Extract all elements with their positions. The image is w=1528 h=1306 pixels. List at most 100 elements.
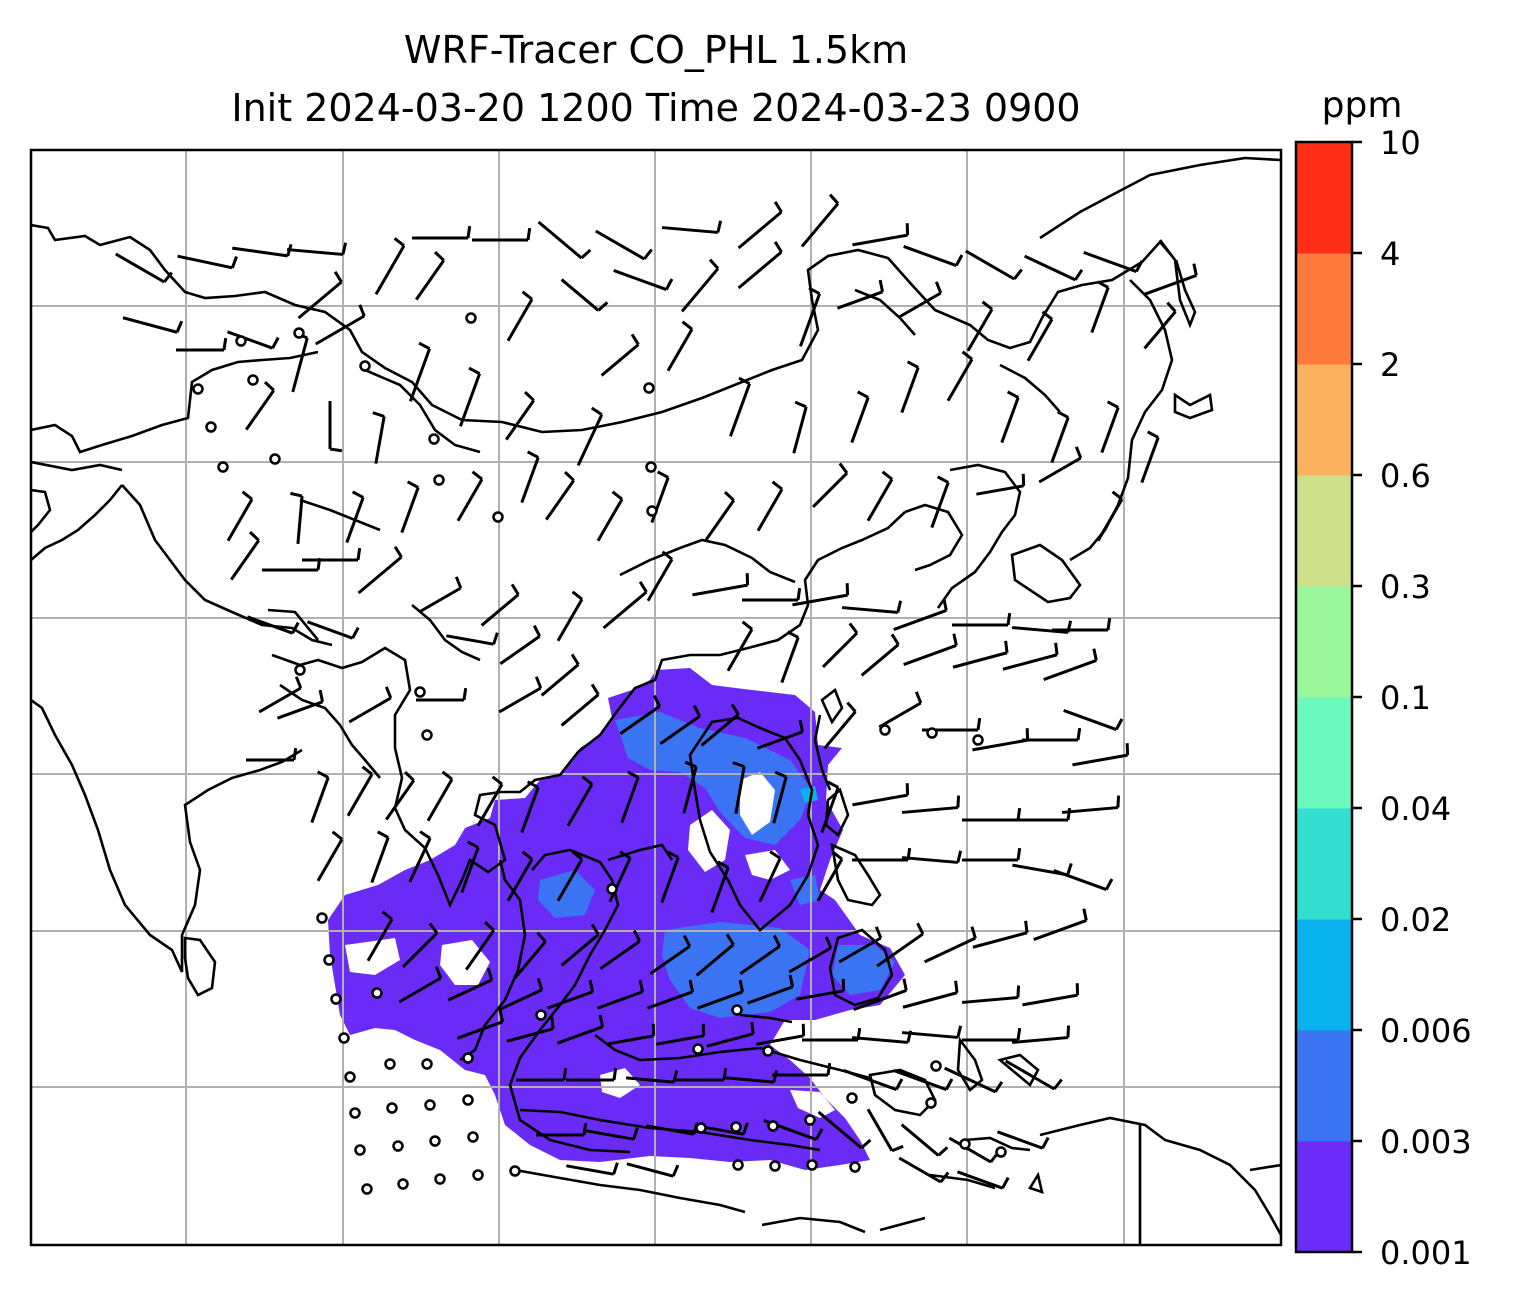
wind-barb: [680, 258, 720, 313]
wind-barb-feather: [1096, 280, 1109, 289]
wind-barb-feather: [331, 830, 343, 841]
wind-barb: [966, 300, 994, 352]
wind-barb-feather: [1001, 1176, 1010, 1189]
wind-barb-feather: [393, 237, 405, 247]
wind-barb-feather: [492, 632, 499, 645]
wind-barb-shaft: [811, 471, 849, 509]
coastline-segment: [999, 363, 1061, 413]
wind-barb-feather: [466, 840, 479, 849]
wind-barb-feather: [1076, 727, 1082, 741]
wind-barb: [328, 401, 343, 453]
wind-barb-feather: [826, 1062, 832, 1076]
wind-barb: [545, 471, 575, 521]
wind-barb-feather: [652, 694, 661, 707]
calm-wind-circle: [384, 1058, 396, 1070]
wind-barb-feather: [483, 921, 495, 932]
calm-wind-circle: [606, 883, 618, 895]
wind-barb-feather: [351, 490, 364, 499]
wind-barb-shaft: [625, 1076, 675, 1084]
wind-barb: [1143, 263, 1198, 296]
chart-subtitle: Init 2024-03-20 1200 Time 2024-03-23 090…: [231, 86, 1081, 130]
wind-barb: [176, 337, 228, 352]
coastline-segment: [929, 1173, 996, 1190]
wind-barb-feather: [471, 470, 483, 481]
wind-barb: [115, 252, 173, 284]
wind-barb: [682, 760, 698, 814]
wind-barb-feather: [466, 225, 472, 239]
wind-barb-shaft: [1002, 653, 1058, 671]
wind-barb: [1000, 390, 1020, 444]
wind-barb-feather: [684, 760, 697, 769]
wind-barb-feather: [773, 201, 783, 213]
wind-barb-feather: [571, 850, 583, 861]
wind-barb: [586, 1127, 639, 1141]
wind-barb-shaft: [546, 990, 594, 1010]
wind-barb-shaft: [976, 484, 1024, 496]
wind-barb-feather: [1114, 718, 1124, 731]
colorbar-bin: [1296, 808, 1352, 920]
wind-barb-feather: [590, 683, 600, 696]
wind-barb: [613, 269, 674, 291]
coastline-segment: [1249, 1163, 1281, 1172]
calm-wind-circle: [769, 1160, 781, 1172]
wind-barb-feather: [788, 974, 795, 988]
wind-barb: [556, 590, 584, 642]
wind-barb-shaft: [480, 593, 520, 627]
wind-barb-feather: [341, 242, 348, 255]
wind-barb-feather: [406, 480, 419, 489]
wind-barb: [297, 271, 343, 320]
wind-barb-shaft: [729, 383, 751, 437]
wind-barb: [729, 376, 751, 437]
wind-barb: [459, 366, 481, 427]
wind-barb-shaft: [902, 991, 958, 1009]
plume-gap: [688, 810, 730, 872]
calm-wind-circle: [925, 1097, 937, 1109]
wind-barb-shaft: [408, 837, 432, 883]
wind-barb-shaft: [246, 615, 294, 635]
wind-barb-shaft: [965, 249, 1015, 281]
wind-barb-feather: [891, 1144, 904, 1153]
wind-barb: [893, 598, 948, 631]
wind-barb-feather: [994, 1080, 1004, 1093]
wind-barb-feather: [619, 850, 631, 860]
wind-barb-shaft: [1096, 498, 1124, 542]
wind-barb-feather: [956, 795, 961, 808]
calm-wind-circle: [926, 727, 938, 739]
wind-barb: [1052, 617, 1112, 632]
calm-wind-circle: [695, 1122, 707, 1134]
wind-barb-shaft: [560, 278, 600, 312]
colorbar-bin: [1296, 1030, 1352, 1142]
plume-gap: [740, 772, 775, 835]
wind-barb-shaft: [232, 246, 288, 258]
wind-barb-shaft: [456, 478, 484, 522]
wind-barb-shaft: [586, 1129, 634, 1141]
calm-wind-circle: [972, 734, 984, 746]
wind-barb-shaft: [646, 558, 674, 602]
wind-barb-shaft: [297, 280, 343, 320]
wind-barb-feather: [774, 770, 787, 779]
wind-barb-shaft: [852, 233, 908, 247]
wind-barb-feather: [750, 1021, 755, 1034]
wind-barb: [823, 701, 857, 750]
wind-barb-feather: [1192, 263, 1198, 276]
wind-barb-feather: [848, 622, 859, 634]
wind-barb: [415, 251, 445, 301]
wind-barb-feather: [738, 979, 745, 993]
wind-barb-shaft: [409, 348, 431, 402]
calm-wind-circle: [434, 1173, 446, 1185]
wind-barb-feather: [672, 1070, 679, 1083]
calm-wind-circle: [247, 374, 259, 386]
wind-barb: [246, 615, 300, 635]
calm-wind-circle: [424, 1099, 436, 1111]
coastline-segment: [761, 1216, 866, 1234]
wind-barb-shaft: [556, 598, 584, 642]
calm-wind-circle: [294, 664, 306, 676]
wind-barb: [676, 1067, 728, 1082]
wind-barb-shaft: [1050, 416, 1070, 464]
colorbar-bin: [1296, 586, 1352, 698]
wind-barb-feather: [643, 248, 653, 260]
wind-barb: [695, 933, 735, 977]
wind-barb-shaft: [739, 945, 781, 975]
plume-gap: [345, 938, 400, 975]
wind-barb-feather: [772, 934, 781, 947]
